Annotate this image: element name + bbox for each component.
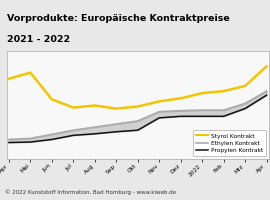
Text: © 2022 Kunststoff Information, Bad Homburg - www.kiweb.de: © 2022 Kunststoff Information, Bad Hombu… bbox=[5, 190, 176, 195]
Text: 2021 - 2022: 2021 - 2022 bbox=[7, 35, 70, 44]
Legend: Styrol Kontrakt, Ethylen Kontrakt, Propylen Kontrakt: Styrol Kontrakt, Ethylen Kontrakt, Propy… bbox=[193, 130, 266, 156]
Text: Vorprodukte: Europäische Kontraktpreise: Vorprodukte: Europäische Kontraktpreise bbox=[7, 14, 230, 23]
